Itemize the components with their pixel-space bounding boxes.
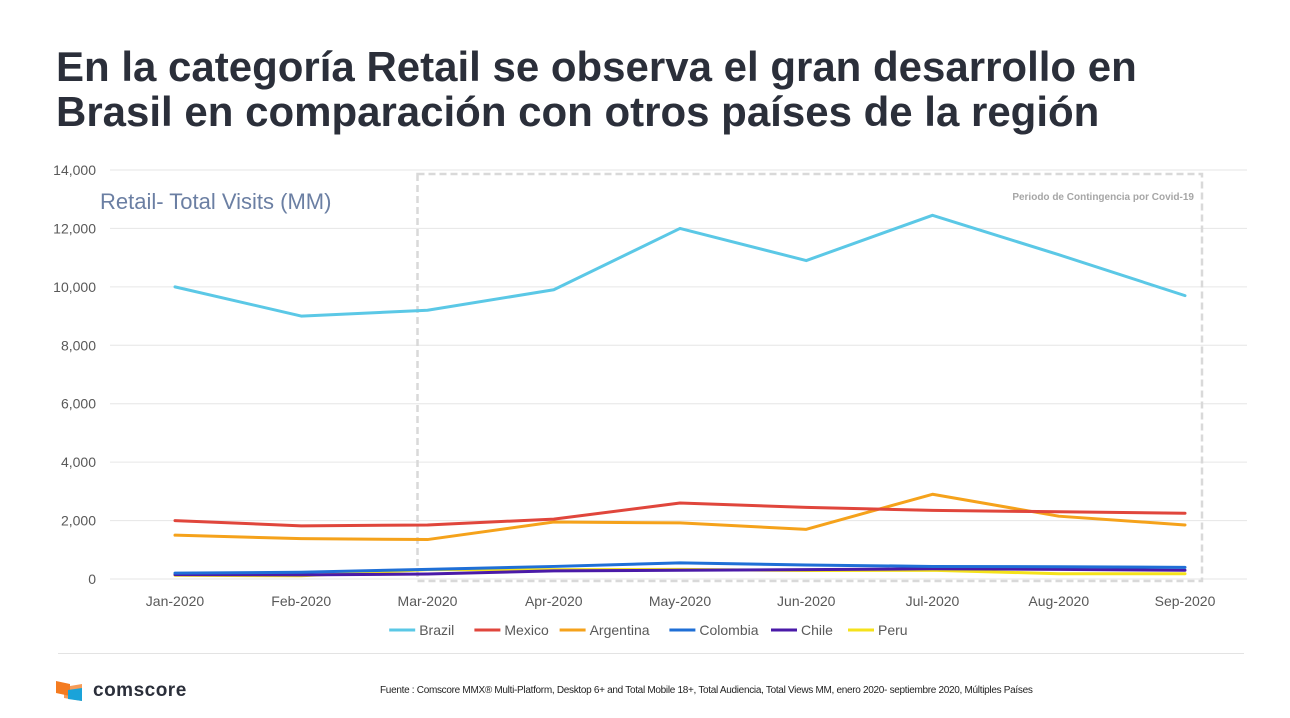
x-tick-label: Feb-2020 — [271, 593, 331, 609]
slide-title-line-1: En la categoría Retail se observa el gra… — [56, 43, 1137, 90]
x-tick-label: Jun-2020 — [777, 593, 836, 609]
chart-title: Retail- Total Visits (MM) — [100, 189, 331, 214]
slide-title-line-2: Brasil en comparación con otros países d… — [56, 88, 1100, 135]
legend-label: Colombia — [699, 622, 758, 638]
series-line-colombia — [173, 561, 1187, 575]
legend-label: Brazil — [419, 622, 454, 638]
x-tick-label: Jan-2020 — [146, 593, 205, 609]
x-tick-label: May-2020 — [649, 593, 711, 609]
x-tick-label: Sep-2020 — [1155, 593, 1216, 609]
comscore-logo-icon — [56, 681, 82, 701]
y-tick-label: 2,000 — [61, 513, 96, 529]
series-line-mexico — [173, 501, 1187, 528]
footer-divider — [58, 653, 1244, 654]
x-tick-label: Jul-2020 — [906, 593, 960, 609]
x-tick-label: Mar-2020 — [398, 593, 458, 609]
legend-label: Argentina — [590, 622, 650, 638]
legend-label: Mexico — [504, 622, 549, 638]
y-tick-label: 4,000 — [61, 454, 96, 470]
slide-title: En la categoría Retail se observa el gra… — [56, 44, 1256, 134]
y-tick-label: 10,000 — [53, 279, 96, 295]
series-line-argentina — [173, 492, 1187, 542]
y-tick-label: 8,000 — [61, 337, 96, 353]
y-tick-label: 12,000 — [53, 220, 96, 236]
x-tick-label: Aug-2020 — [1028, 593, 1089, 609]
x-axis-tick-labels: Jan-2020 Feb-2020 Mar-2020 Apr-2020 May-2020… — [146, 593, 1216, 609]
y-tick-label: 0 — [88, 571, 96, 587]
comscore-logo-text: comscore — [93, 680, 187, 701]
legend-label: Peru — [878, 622, 908, 638]
x-tick-label: Apr-2020 — [525, 593, 583, 609]
comscore-logo: comscore — [56, 680, 187, 702]
source-note: Fuente : Comscore MMX® Multi-Platform, D… — [380, 685, 1033, 696]
series-line-brazil — [173, 213, 1187, 318]
legend-label: Chile — [801, 622, 833, 638]
line-chart: 02,0004,0006,0008,00010,00012,00014,000 … — [53, 162, 1247, 638]
covid-period-box — [416, 172, 1204, 583]
y-axis-tick-labels: 0 2,000 4,000 6,000 8,000 10,000 12,000 14,000 — [53, 162, 96, 587]
y-tick-label: 6,000 — [61, 396, 96, 412]
chart-legend: Brazil Mexico Argentina Colombia Chile Peru — [389, 622, 908, 638]
chart-series-lines — [173, 213, 1187, 578]
covid-period-label: Periodo de Contingencia por Covid-19 — [1012, 192, 1194, 203]
y-tick-label: 14,000 — [53, 162, 96, 178]
series-line-chile — [173, 567, 1187, 577]
